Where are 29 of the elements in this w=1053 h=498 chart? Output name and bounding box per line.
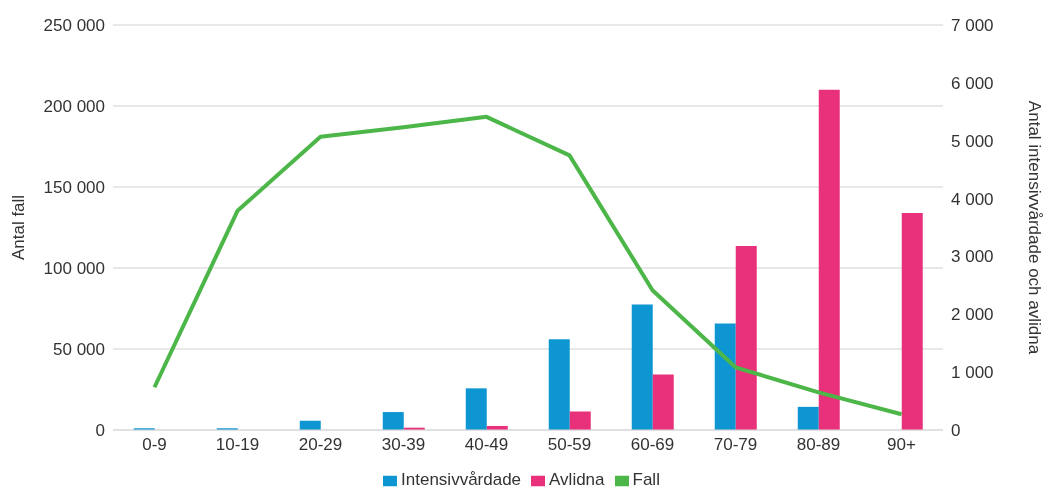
x-tick-label: 0-9 [142, 435, 167, 455]
x-tick-label: 10-19 [215, 435, 260, 455]
y2-tick-label: 5 000 [951, 131, 994, 151]
y2-tick-label: 0 [951, 421, 961, 441]
legend-label: Avlidna [549, 470, 605, 489]
y2-tick-label: 7 000 [951, 16, 994, 36]
x-tick-label: 70-79 [713, 435, 758, 455]
y2-tick-label: 2 000 [951, 305, 994, 325]
y-tick-label: 250 000 [43, 16, 105, 36]
x-tick-label: 50-59 [547, 435, 592, 455]
y-tick-label: 150 000 [43, 178, 105, 198]
y-tick-label: 200 000 [43, 97, 105, 117]
x-tick-label: 40-49 [464, 435, 509, 455]
x-tick-label: 80-89 [796, 435, 841, 455]
x-tick-label: 60-69 [630, 435, 675, 455]
y2-axis-title: Antal intensivvårdade och avlidna [1024, 100, 1044, 355]
y2-tick-label: 1 000 [951, 363, 994, 383]
y2-tick-label: 3 000 [951, 247, 994, 267]
y-tick-label: 50 000 [53, 340, 105, 360]
y2-tick-label: 4 000 [951, 189, 994, 209]
legend-label: Fall [632, 470, 660, 489]
y-tick-label: 100 000 [43, 259, 105, 279]
y-tick-label: 0 [95, 421, 105, 441]
x-tick-label: 90+ [887, 435, 916, 455]
y-axis-title: Antal fall [9, 194, 29, 261]
y2-tick-label: 6 000 [951, 73, 994, 93]
legend-label: Intensivvårdade [401, 470, 522, 489]
x-tick-label: 20-29 [298, 435, 343, 455]
x-tick-label: 30-39 [381, 435, 426, 455]
